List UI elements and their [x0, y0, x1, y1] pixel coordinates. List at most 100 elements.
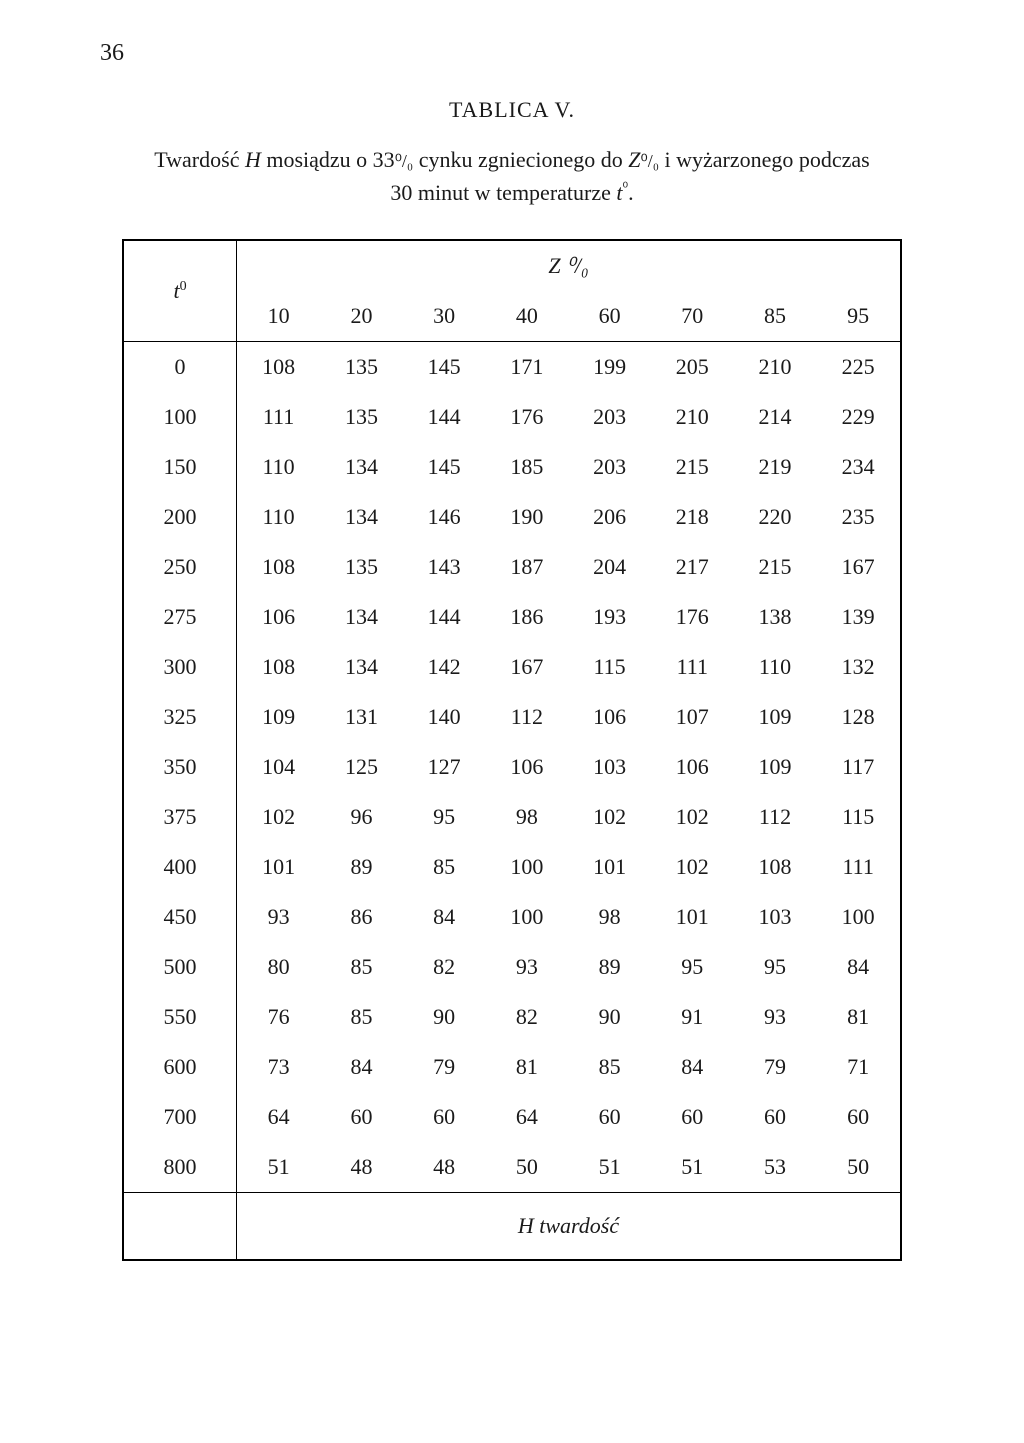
- cell-value: 139: [816, 592, 901, 642]
- t0-label: t: [173, 278, 179, 303]
- cell-value: 85: [403, 842, 486, 892]
- cell-value: 89: [320, 842, 403, 892]
- cell-value: 225: [816, 342, 901, 393]
- footer-text: twardość: [534, 1213, 619, 1238]
- table-row: 150110134145185203215219234: [123, 442, 901, 492]
- cell-t0: 700: [123, 1092, 237, 1142]
- table-row: 250108135143187204217215167: [123, 542, 901, 592]
- cell-value: 109: [734, 692, 817, 742]
- cell-value: 106: [651, 742, 734, 792]
- cell-value: 81: [816, 992, 901, 1042]
- table-row: 375102969598102102112115: [123, 792, 901, 842]
- cell-value: 102: [651, 842, 734, 892]
- table-row: 275106134144186193176138139: [123, 592, 901, 642]
- cell-value: 101: [651, 892, 734, 942]
- cell-value: 111: [816, 842, 901, 892]
- cell-value: 98: [486, 792, 569, 842]
- cell-value: 106: [568, 692, 651, 742]
- cell-value: 134: [320, 642, 403, 692]
- hardness-table: t0 Z ⁰/₀ 1020304060708595 01081351451711…: [122, 239, 902, 1261]
- cell-value: 143: [403, 542, 486, 592]
- page-container: 36 TABLICA V. Twardość H mosiądzu o 33⁰/…: [0, 0, 1024, 1321]
- table-row: 350104125127106103106109117: [123, 742, 901, 792]
- col-header: 10: [237, 291, 321, 342]
- cell-value: 144: [403, 392, 486, 442]
- cell-t0: 400: [123, 842, 237, 892]
- cell-t0: 150: [123, 442, 237, 492]
- caption-text: i wyżarzonego podczas: [659, 147, 870, 172]
- cell-value: 90: [568, 992, 651, 1042]
- cell-value: 115: [568, 642, 651, 692]
- page-number: 36: [100, 40, 944, 67]
- col-header: 70: [651, 291, 734, 342]
- cell-value: 101: [237, 842, 321, 892]
- cell-value: 100: [816, 892, 901, 942]
- cell-value: 103: [568, 742, 651, 792]
- cell-t0: 0: [123, 342, 237, 393]
- table-row: 100111135144176203210214229: [123, 392, 901, 442]
- z-unit: ⁰/₀: [561, 253, 589, 278]
- cell-value: 218: [651, 492, 734, 542]
- cell-value: 96: [320, 792, 403, 842]
- cell-value: 229: [816, 392, 901, 442]
- cell-value: 51: [651, 1142, 734, 1193]
- table-row: 5507685908290919381: [123, 992, 901, 1042]
- cell-value: 176: [651, 592, 734, 642]
- cell-value: 144: [403, 592, 486, 642]
- cell-value: 80: [237, 942, 321, 992]
- cell-t0: 600: [123, 1042, 237, 1092]
- cell-value: 100: [486, 842, 569, 892]
- cell-value: 84: [320, 1042, 403, 1092]
- cell-t0: 350: [123, 742, 237, 792]
- cell-value: 79: [734, 1042, 817, 1092]
- cell-value: 98: [568, 892, 651, 942]
- cell-value: 135: [320, 342, 403, 393]
- cell-t0: 300: [123, 642, 237, 692]
- cell-value: 210: [651, 392, 734, 442]
- cell-value: 93: [237, 892, 321, 942]
- cell-value: 90: [403, 992, 486, 1042]
- cell-value: 138: [734, 592, 817, 642]
- cell-value: 146: [403, 492, 486, 542]
- cell-value: 112: [486, 692, 569, 742]
- cell-value: 73: [237, 1042, 321, 1092]
- cell-value: 128: [816, 692, 901, 742]
- caption-percent: ⁰/₀: [641, 151, 660, 171]
- caption-text: Twardość: [154, 147, 245, 172]
- cell-t0: 250: [123, 542, 237, 592]
- cell-value: 145: [403, 342, 486, 393]
- t0-super: 0: [180, 279, 187, 294]
- cell-value: 203: [568, 392, 651, 442]
- caption-text: .: [628, 180, 634, 205]
- cell-value: 53: [734, 1142, 817, 1193]
- cell-t0: 375: [123, 792, 237, 842]
- cell-value: 102: [651, 792, 734, 842]
- cell-value: 134: [320, 592, 403, 642]
- cell-value: 76: [237, 992, 321, 1042]
- cell-value: 115: [816, 792, 901, 842]
- table-title: TABLICA V.: [80, 97, 944, 123]
- cell-value: 86: [320, 892, 403, 942]
- cell-value: 187: [486, 542, 569, 592]
- cell-value: 84: [651, 1042, 734, 1092]
- col-header: 20: [320, 291, 403, 342]
- cell-value: 193: [568, 592, 651, 642]
- cell-value: 210: [734, 342, 817, 393]
- cell-value: 108: [237, 542, 321, 592]
- cell-value: 108: [237, 642, 321, 692]
- cell-t0: 500: [123, 942, 237, 992]
- cell-value: 106: [237, 592, 321, 642]
- cell-value: 127: [403, 742, 486, 792]
- cell-value: 203: [568, 442, 651, 492]
- cell-value: 134: [320, 492, 403, 542]
- cell-value: 215: [734, 542, 817, 592]
- cell-value: 185: [486, 442, 569, 492]
- cell-value: 82: [486, 992, 569, 1042]
- cell-value: 132: [816, 642, 901, 692]
- cell-value: 50: [816, 1142, 901, 1193]
- cell-value: 84: [403, 892, 486, 942]
- cell-value: 135: [320, 542, 403, 592]
- cell-value: 110: [734, 642, 817, 692]
- cell-value: 220: [734, 492, 817, 542]
- cell-value: 84: [816, 942, 901, 992]
